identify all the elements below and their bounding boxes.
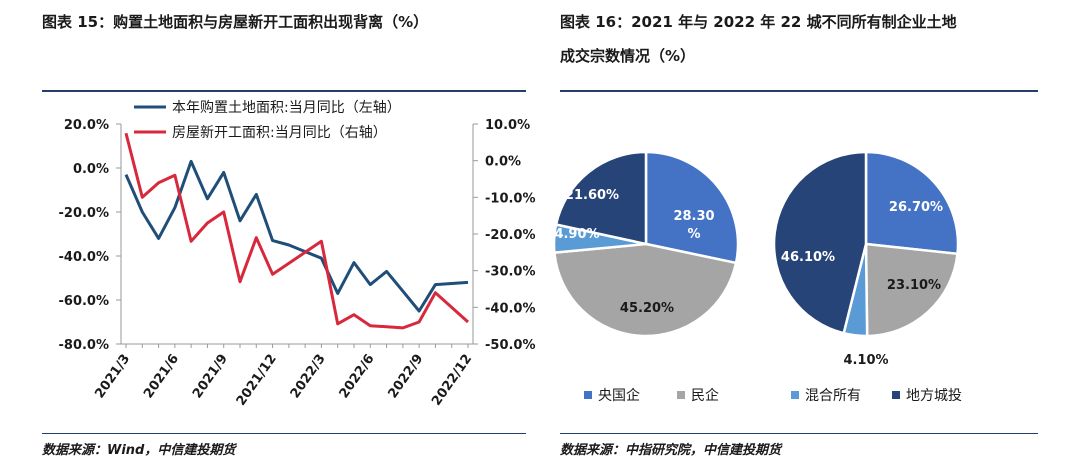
- x-axis-tick-label: 2021/3: [92, 352, 133, 402]
- left-bottom-rule: [42, 433, 526, 434]
- legend-label-lgfv: 地方城投: [906, 388, 962, 404]
- pie-slice-central-soe: [864, 150, 960, 256]
- left-source: 数据来源：Wind，中信建投期货: [42, 443, 236, 458]
- right-top-rule: [560, 90, 1038, 92]
- x-axis-tick-label: 2022/6: [337, 352, 378, 402]
- right-bottom-rule: [560, 433, 1038, 434]
- pie-data-label: 23.10%: [887, 278, 941, 293]
- left-axis-tick-label: -40.0%: [59, 250, 110, 265]
- pie-data-label: 26.70%: [889, 200, 943, 215]
- pie-slice-private: [864, 242, 959, 338]
- pie-data-label: 4.10%: [843, 353, 888, 368]
- right-axis-tick-label: 0.0%: [485, 155, 521, 170]
- x-axis-tick-label: 2021/12: [234, 352, 280, 409]
- line-chart: 20.0% 0.0% -20.0% -40.0% -60.0% -80.0% 10.0% 0…: [59, 100, 536, 409]
- pie-legend: 央国企 民企 混合所有 地方城投: [584, 387, 962, 404]
- legend-new-starts-label: 房屋新开工面积:当月同比（右轴）: [172, 125, 387, 141]
- right-axis-tick-label: -30.0%: [485, 265, 536, 280]
- left-axis-tick-label: -20.0%: [59, 206, 110, 221]
- legend-swatch-mixed: [791, 391, 799, 399]
- left-top-rule: [42, 90, 526, 92]
- right-source: 数据来源：中指研究院，中信建投期货: [560, 443, 782, 458]
- right-axis-tick-label: -10.0%: [485, 191, 536, 206]
- pie-slice-private: [553, 242, 738, 338]
- pie-data-label: 46.10%: [781, 250, 835, 265]
- left-chart-title: 图表 15：购置土地面积与房屋新开工面积出现背离（%）: [42, 13, 429, 31]
- left-axis-tick-label: -80.0%: [59, 338, 110, 353]
- right-axis-tick-label: 10.0%: [485, 118, 530, 133]
- pie-slice-lgfv: [772, 150, 868, 335]
- legend-swatch-private: [677, 391, 685, 399]
- right-axis-tick-label: -40.0%: [485, 301, 536, 316]
- left-axis-tick-label: -60.0%: [59, 294, 110, 309]
- x-axis-tick-label: 2021/9: [190, 352, 231, 402]
- right-axis-tick-label: -20.0%: [485, 228, 536, 243]
- legend-label-private: 民企: [691, 387, 719, 404]
- right-chart-title-line2: 成交宗数情况（%）: [560, 47, 696, 65]
- legend-swatch-central-soe: [584, 391, 592, 399]
- right-chart-title-line1: 图表 16：2021 年与 2022 年 22 城不同所有制企业土地: [560, 13, 957, 31]
- pie-charts: 28.30 % 45.20% 4.90% 21.60% 26.70% 23.10% 4.10…: [552, 150, 962, 404]
- pie-data-label: 45.20%: [620, 301, 674, 316]
- left-axis-tick-label: 20.0%: [64, 118, 109, 133]
- legend-label-mixed: 混合所有: [805, 388, 861, 404]
- x-axis-tick-label: 2022/12: [429, 352, 475, 409]
- series-new-starts-line: [124, 132, 470, 330]
- x-axis-tick-label: 2021/6: [141, 352, 182, 402]
- legend-label-central-soe: 央国企: [598, 387, 640, 404]
- pie-slice-lgfv: [554, 150, 648, 246]
- x-axis-tick-label: 2022/3: [288, 352, 329, 402]
- legend-swatch-lgfv: [892, 391, 900, 399]
- legend-land-purchase-label: 本年购置土地面积:当月同比（左轴）: [172, 100, 401, 116]
- pie-data-label: 28.30%: [673, 209, 714, 242]
- right-axis-tick-label: -50.0%: [485, 338, 536, 353]
- pie-2022: 26.70% 23.10% 4.10% 46.10%: [772, 150, 960, 368]
- pie-data-label: 4.90%: [554, 227, 599, 242]
- pie-data-label: 21.60%: [565, 188, 619, 203]
- pie-slice-central-soe: [644, 150, 740, 265]
- pie-2021: 28.30 % 45.20% 4.90% 21.60%: [552, 150, 740, 338]
- left-axis-tick-label: 0.0%: [73, 162, 109, 177]
- x-axis-tick-label: 2022/9: [385, 352, 426, 402]
